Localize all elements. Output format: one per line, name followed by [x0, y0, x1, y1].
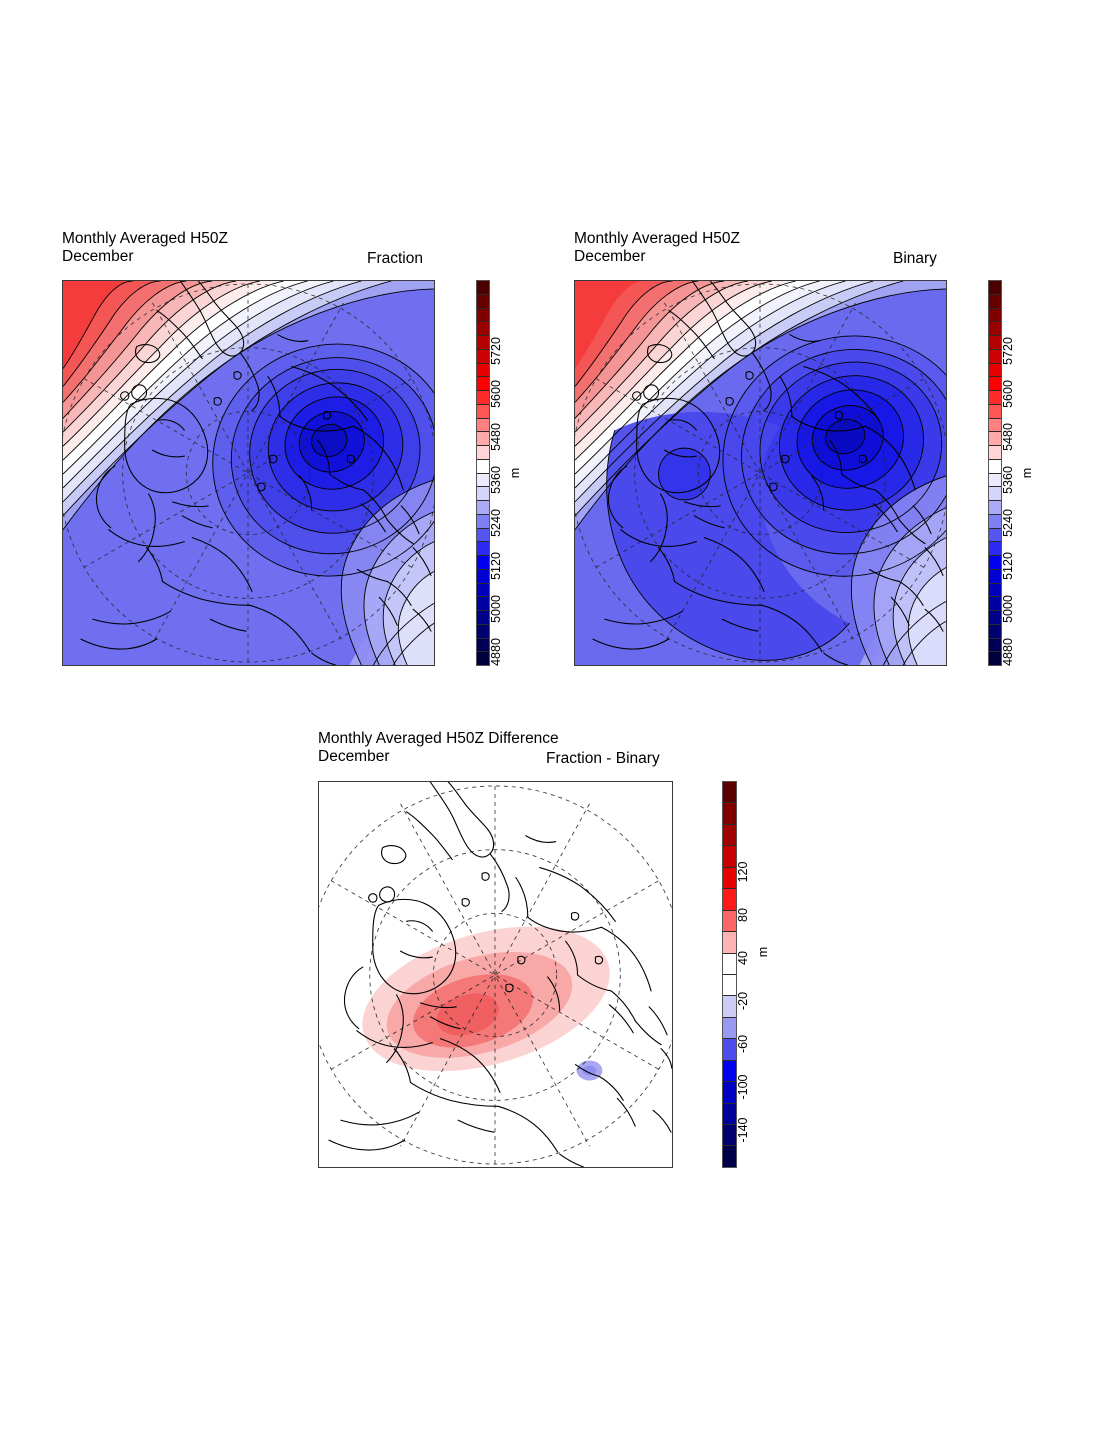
map-binary-canvas [575, 281, 946, 665]
map-difference-canvas [319, 782, 672, 1167]
colorbar-binary [988, 280, 1002, 666]
cb-tick: -140 [736, 1117, 750, 1143]
panel-fraction-title-right: Fraction [367, 250, 423, 267]
cb-tick: 5360 [1001, 466, 1015, 494]
cb-tick: 40 [736, 951, 750, 965]
cb-tick: -60 [736, 1034, 750, 1054]
panel-difference-title-line1: Monthly Averaged H50Z Difference [318, 730, 559, 747]
cb-tick: 5600 [489, 380, 503, 408]
cb-tick: 4880 [489, 638, 503, 666]
panel-fraction-title-line2: December [62, 248, 134, 265]
colorbar-difference [722, 781, 737, 1168]
map-fraction[interactable] [62, 280, 435, 666]
panel-fraction: Monthly Averaged H50Z December Fraction [62, 230, 542, 670]
colorbar-binary-unit: m [1020, 467, 1035, 479]
cb-tick: 5720 [1001, 337, 1015, 365]
panel-fraction-title: Monthly Averaged H50Z December Fraction [62, 230, 462, 270]
map-fraction-canvas [63, 281, 434, 665]
cb-tick: 5480 [1001, 423, 1015, 451]
panel-binary-title-line2: December [574, 248, 646, 265]
panel-binary-title: Monthly Averaged H50Z December Binary [574, 230, 974, 270]
panel-binary-title-right: Binary [893, 250, 937, 267]
map-difference[interactable] [318, 781, 673, 1168]
cb-tick: 5480 [489, 423, 503, 451]
cb-tick: 5120 [1001, 552, 1015, 580]
colorbar-difference-unit: m [756, 946, 771, 958]
panel-binary: Monthly Averaged H50Z December Binary [574, 230, 1054, 670]
cb-tick: 5000 [489, 595, 503, 623]
panel-difference-title-line2: December [318, 748, 390, 765]
panel-difference-title-right: Fraction - Binary [546, 750, 660, 767]
cb-tick: -100 [736, 1074, 750, 1100]
cb-tick: 5120 [489, 552, 503, 580]
panel-binary-title-line1: Monthly Averaged H50Z [574, 230, 741, 247]
colorbar-fraction-unit: m [508, 467, 523, 479]
panel-fraction-title-line1: Monthly Averaged H50Z [62, 230, 229, 247]
cb-tick: 4880 [1001, 638, 1015, 666]
cb-tick: 5720 [489, 337, 503, 365]
cb-tick: 5600 [1001, 380, 1015, 408]
panel-difference-title: Monthly Averaged H50Z Difference Decembe… [318, 730, 738, 770]
cb-tick: -20 [736, 991, 750, 1011]
cb-tick: 5360 [489, 466, 503, 494]
cb-tick: 80 [736, 908, 750, 922]
colorbar-fraction [476, 280, 490, 666]
panel-difference: Monthly Averaged H50Z Difference Decembe… [318, 730, 798, 1180]
cb-tick: 5240 [489, 509, 503, 537]
cb-tick: 120 [736, 861, 750, 883]
cb-tick: 5000 [1001, 595, 1015, 623]
cb-tick: 5240 [1001, 509, 1015, 537]
map-binary[interactable] [574, 280, 947, 666]
